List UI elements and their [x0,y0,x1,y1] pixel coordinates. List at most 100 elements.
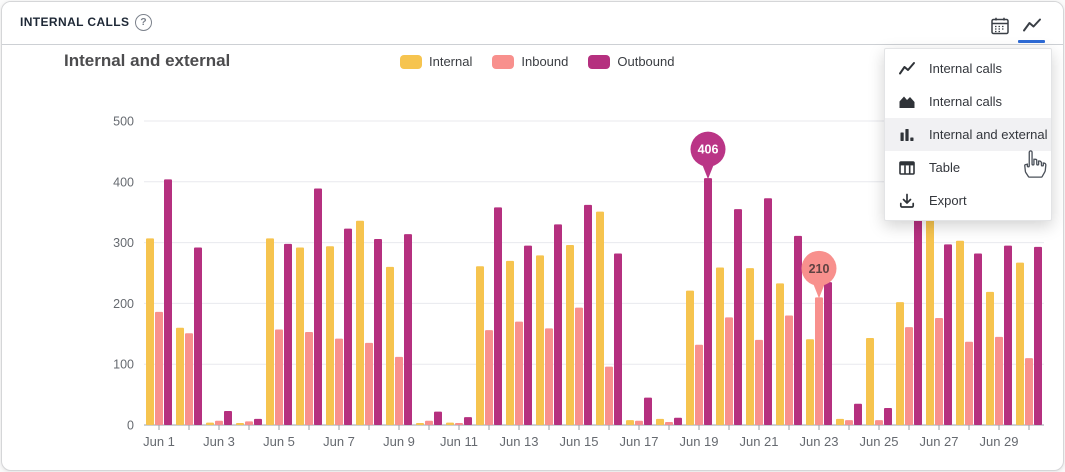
bar-outbound-jun-22[interactable] [794,235,802,425]
bar-outbound-jun-19[interactable] [704,178,712,425]
bar-outbound-jun-24[interactable] [854,403,862,425]
bar-inbound-jun-19[interactable] [695,344,703,425]
bar-internal-jun-12[interactable] [476,266,484,425]
bar-internal-jun-29[interactable] [986,291,994,425]
menu-item-internal-calls-line[interactable]: Internal calls [885,52,1051,85]
bar-internal-jun-5[interactable] [266,238,274,425]
bar-internal-jun-23[interactable] [806,339,814,425]
bar-inbound-jun-5[interactable] [275,329,283,425]
bar-outbound-jun-20[interactable] [734,209,742,425]
bar-internal-jun-8[interactable] [356,220,364,425]
bar-outbound-jun-21[interactable] [764,198,772,425]
bar-inbound-jun-7[interactable] [335,338,343,425]
bar-internal-jun-1[interactable] [146,238,154,425]
bar-inbound-jun-25[interactable] [875,420,883,425]
menu-item-export[interactable]: Export [885,184,1051,217]
bar-internal-jun-20[interactable] [716,267,724,425]
line-chart-icon[interactable] [1021,15,1043,37]
bar-inbound-jun-3[interactable] [215,420,223,425]
bar-inbound-jun-26[interactable] [905,327,913,425]
bar-internal-jun-11[interactable] [446,422,454,425]
bar-internal-jun-25[interactable] [866,338,874,425]
bar-internal-jun-18[interactable] [656,418,664,425]
bar-outbound-jun-18[interactable] [674,417,682,425]
bar-outbound-jun-9[interactable] [404,234,412,425]
bar-outbound-jun-25[interactable] [884,407,892,425]
legend-item-internal[interactable]: Internal [400,54,472,69]
bar-inbound-jun-9[interactable] [395,356,403,425]
bar-outbound-jun-15[interactable] [584,204,592,425]
bar-internal-jun-7[interactable] [326,246,334,425]
bar-inbound-jun-4[interactable] [245,421,253,425]
bar-outbound-jun-10[interactable] [434,411,442,425]
bar-internal-jun-27[interactable] [926,215,934,425]
bar-inbound-jun-27[interactable] [935,317,943,425]
bar-internal-jun-19[interactable] [686,290,694,425]
legend-item-outbound[interactable]: Outbound [588,54,674,69]
bar-internal-jun-4[interactable] [236,423,244,425]
bar-outbound-jun-17[interactable] [644,397,652,425]
bar-outbound-jun-3[interactable] [224,411,232,425]
bar-inbound-jun-1[interactable] [155,311,163,425]
bar-internal-jun-10[interactable] [416,423,424,425]
bar-outbound-jun-14[interactable] [554,224,562,425]
bar-internal-jun-21[interactable] [746,268,754,425]
bar-inbound-jun-12[interactable] [485,330,493,425]
bar-inbound-jun-21[interactable] [755,339,763,425]
bar-internal-jun-14[interactable] [536,255,544,425]
legend-item-inbound[interactable]: Inbound [492,54,568,69]
bar-inbound-jun-6[interactable] [305,331,313,425]
bar-inbound-jun-15[interactable] [575,307,583,425]
bar-internal-jun-30[interactable] [1016,262,1024,425]
bar-internal-jun-22[interactable] [776,283,784,425]
bar-internal-jun-24[interactable] [836,418,844,425]
bar-internal-jun-9[interactable] [386,266,394,425]
bar-internal-jun-15[interactable] [566,245,574,425]
bar-outbound-jun-8[interactable] [374,238,382,425]
help-icon[interactable]: ? [135,14,152,31]
bar-internal-jun-2[interactable] [176,327,184,425]
bar-inbound-jun-22[interactable] [785,315,793,425]
bar-inbound-jun-20[interactable] [725,317,733,425]
bar-outbound-jun-11[interactable] [464,417,472,425]
bar-inbound-jun-16[interactable] [605,366,613,425]
bar-internal-jun-13[interactable] [506,260,514,425]
menu-item-table[interactable]: Table [885,151,1051,184]
menu-item-internal-calls-area[interactable]: Internal calls [885,85,1051,118]
bar-outbound-jun-6[interactable] [314,188,322,425]
bar-outbound-jun-23[interactable] [824,282,832,425]
bar-outbound-jun-16[interactable] [614,253,622,425]
bar-inbound-jun-8[interactable] [365,342,373,425]
bar-outbound-jun-27[interactable] [944,244,952,425]
bar-outbound-jun-26[interactable] [914,218,922,425]
bar-inbound-jun-28[interactable] [965,341,973,425]
bar-outbound-jun-30[interactable] [1034,246,1042,425]
bar-inbound-jun-14[interactable] [545,328,553,425]
bar-outbound-jun-13[interactable] [524,245,532,425]
bar-inbound-jun-24[interactable] [845,420,853,425]
bar-inbound-jun-23[interactable] [815,297,823,425]
bar-inbound-jun-2[interactable] [185,333,193,425]
calendar-icon[interactable] [989,15,1011,37]
bar-outbound-jun-29[interactable] [1004,245,1012,425]
bar-inbound-jun-11[interactable] [455,423,463,425]
bar-inbound-jun-30[interactable] [1025,358,1033,425]
bar-internal-jun-16[interactable] [596,211,604,425]
bar-inbound-jun-13[interactable] [515,321,523,425]
bar-internal-jun-17[interactable] [626,420,634,425]
bar-internal-jun-28[interactable] [956,240,964,425]
bar-inbound-jun-17[interactable] [635,420,643,425]
bar-inbound-jun-29[interactable] [995,336,1003,425]
bar-internal-jun-6[interactable] [296,247,304,425]
bar-outbound-jun-28[interactable] [974,253,982,425]
bar-outbound-jun-5[interactable] [284,243,292,425]
bar-outbound-jun-7[interactable] [344,228,352,425]
bar-internal-jun-3[interactable] [206,422,214,425]
bar-outbound-jun-12[interactable] [494,207,502,425]
bar-internal-jun-26[interactable] [896,302,904,425]
bar-inbound-jun-10[interactable] [425,420,433,425]
menu-item-internal-and-external[interactable]: Internal and external [885,118,1051,151]
bar-outbound-jun-4[interactable] [254,418,262,425]
bar-outbound-jun-2[interactable] [194,247,202,425]
bar-outbound-jun-1[interactable] [164,179,172,425]
